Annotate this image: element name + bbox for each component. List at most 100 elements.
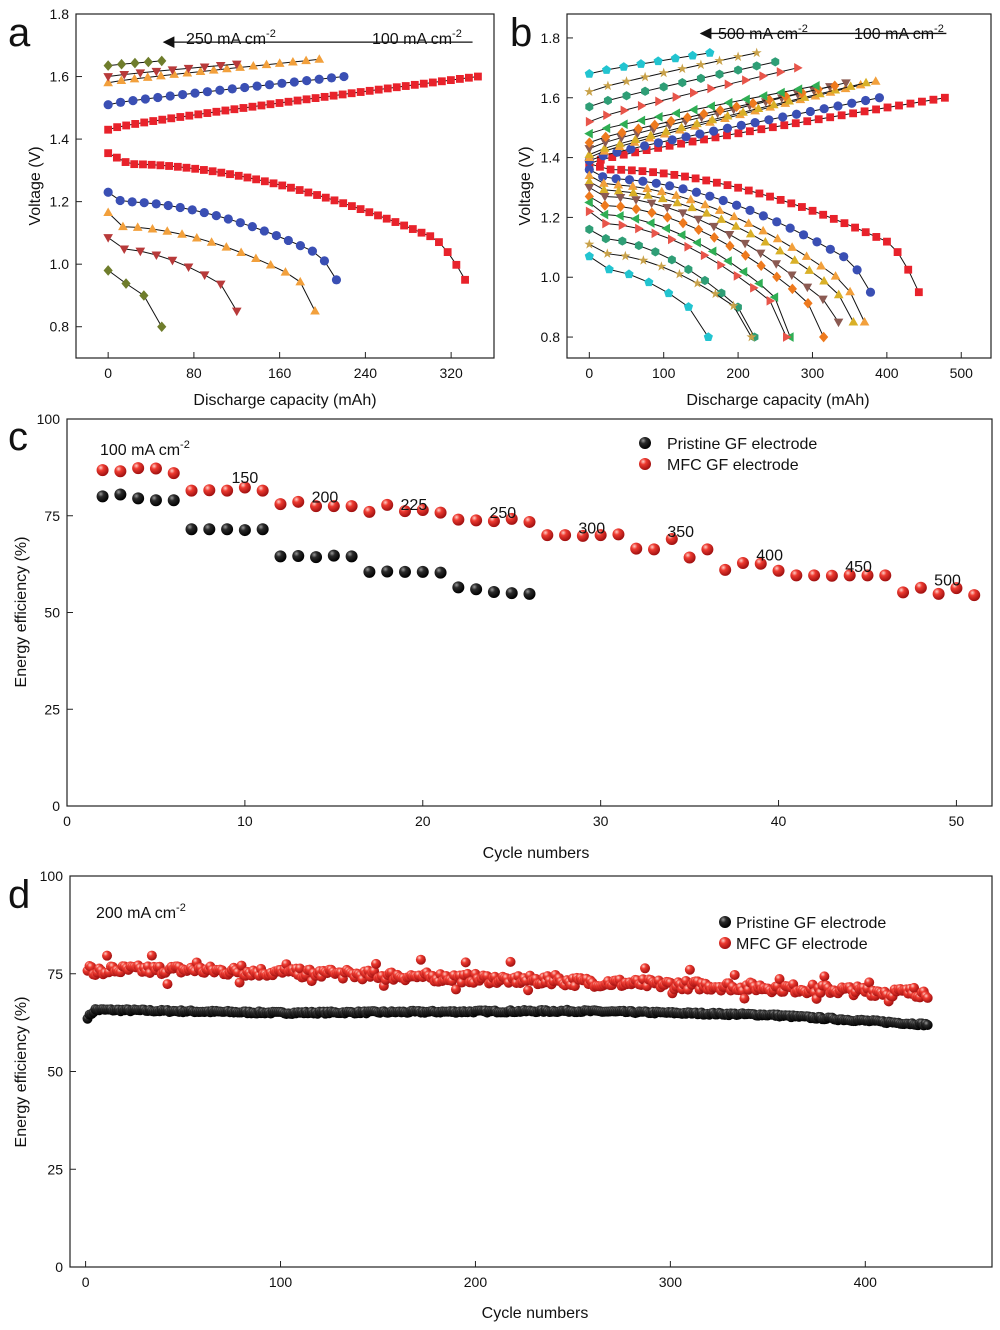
data-point-b-6-charge <box>758 91 768 101</box>
data-point-a-0-discharge <box>304 188 313 197</box>
data-point-a-1-charge <box>165 91 175 101</box>
panel-a-ann-right-sup: -2 <box>452 28 462 40</box>
data-point-d-mfc <box>909 982 920 993</box>
data-point-b-0-discharge <box>829 214 838 223</box>
panel-b-ann-left-sup: -2 <box>798 23 808 35</box>
data-point-c-pristine <box>167 494 180 507</box>
data-point-c-pristine <box>470 583 483 596</box>
data-point-b-8-discharge <box>601 234 610 244</box>
data-point-b-0-charge <box>608 153 617 161</box>
panel-b-xtick-label: 500 <box>950 365 974 381</box>
data-point-b-6-charge <box>811 80 820 91</box>
data-point-c-mfc <box>167 467 180 480</box>
data-point-c-mfc <box>541 529 554 542</box>
panel-b-ytick-label: 1.6 <box>541 90 561 106</box>
data-point-a-0-discharge <box>260 177 269 186</box>
data-point-b-6-discharge <box>630 214 640 224</box>
data-point-b-8-charge <box>585 102 594 112</box>
data-point-a-1-discharge <box>235 218 245 228</box>
data-point-b-8-charge <box>641 86 650 96</box>
data-point-d-mfc <box>234 977 245 988</box>
data-point-a-0-discharge <box>382 214 391 223</box>
data-point-c-pristine <box>434 566 447 579</box>
data-point-b-0-discharge <box>606 165 615 174</box>
data-point-a-2-charge <box>301 55 311 65</box>
data-point-d-mfc <box>819 971 830 982</box>
data-point-c-pristine <box>114 488 127 501</box>
data-point-a-0-charge <box>410 80 419 89</box>
data-point-a-1-charge <box>215 85 225 95</box>
data-point-a-2-charge <box>248 61 259 70</box>
data-point-b-2-discharge <box>714 205 725 214</box>
data-point-b-4-discharge <box>615 193 626 203</box>
data-point-b-6-charge <box>584 128 593 139</box>
data-point-b-10-discharge <box>604 264 614 274</box>
panel-d-xtick-label: 0 <box>82 1274 90 1290</box>
data-point-a-4-charge <box>143 56 153 68</box>
data-point-b-0-discharge <box>755 189 764 198</box>
data-point-b-7-discharge <box>750 283 759 293</box>
data-point-b-9-charge <box>751 47 762 58</box>
data-point-a-0-discharge <box>147 160 156 169</box>
data-point-a-0-charge <box>122 121 131 130</box>
data-point-a-0-charge <box>221 106 230 115</box>
data-point-a-1-discharge <box>247 222 257 232</box>
data-point-a-3-discharge <box>103 234 113 243</box>
data-point-b-4-discharge <box>786 271 797 281</box>
data-point-b-1-discharge <box>785 223 795 233</box>
panel-b-xtick-label: 100 <box>652 365 676 381</box>
data-point-b-7-discharge <box>618 220 628 231</box>
panel-a-ytick-label: 1.0 <box>50 256 70 272</box>
data-point-a-0-charge <box>311 94 320 102</box>
data-point-a-0-discharge <box>408 225 417 233</box>
data-point-b-6-charge <box>776 87 785 98</box>
data-point-a-1-discharge <box>115 195 125 206</box>
data-point-b-5-charge <box>682 112 693 123</box>
data-point-b-10-charge <box>584 69 594 78</box>
data-point-b-10-discharge <box>624 269 634 279</box>
data-point-a-1-charge <box>264 80 275 90</box>
data-point-a-1-charge <box>302 76 312 86</box>
data-point-a-0-charge <box>230 105 239 114</box>
data-point-b-3-discharge <box>584 176 595 185</box>
data-point-b-1-charge <box>667 135 677 145</box>
data-point-c-mfc <box>772 564 785 577</box>
data-point-a-0-discharge <box>391 218 400 226</box>
data-point-a-1-discharge <box>223 214 233 224</box>
data-point-b-2-discharge <box>642 183 653 193</box>
data-point-b-7-discharge <box>717 260 726 270</box>
panel-d-rate-text: 200 mA cm <box>96 905 176 922</box>
data-point-a-3-discharge <box>119 245 130 254</box>
data-point-a-2-charge <box>169 69 179 78</box>
data-point-c-mfc <box>345 500 358 513</box>
data-point-b-1-charge <box>626 144 636 154</box>
data-point-b-0-discharge <box>914 288 923 297</box>
data-point-b-8-charge <box>696 73 705 83</box>
data-point-b-4-discharge <box>600 193 610 202</box>
panel-a-plot: 0 80 160 240 320 0.8 1.0 1.2 1.4 1.6 1.8 <box>50 6 482 381</box>
data-point-b-0-charge <box>918 97 926 106</box>
data-point-a-0-charge <box>446 76 455 85</box>
data-point-b-1-charge <box>653 138 663 148</box>
data-point-c-mfc <box>665 532 678 545</box>
data-point-a-0-charge <box>383 84 392 93</box>
data-point-a-0-discharge <box>121 158 130 166</box>
panel-b-annotation-500: 500 mA cm-2 <box>718 23 808 43</box>
panel-c-xtick-label: 50 <box>949 813 965 829</box>
data-point-a-0-discharge <box>208 167 217 176</box>
data-point-b-1-discharge <box>758 211 768 221</box>
data-point-b-2-discharge <box>685 194 696 204</box>
data-point-b-7-discharge <box>700 250 710 261</box>
panel-c-xtick-label: 10 <box>237 813 253 829</box>
data-point-a-0-discharge <box>374 211 382 220</box>
panel-label-b: b <box>510 11 532 55</box>
data-point-b-4-charge <box>600 138 611 148</box>
data-point-c-mfc <box>648 543 661 556</box>
data-point-a-0-charge <box>203 109 212 117</box>
data-point-a-3-charge <box>215 62 226 71</box>
data-point-b-4-discharge <box>833 318 844 328</box>
data-point-b-5-charge <box>781 90 791 102</box>
panel-c-xtick-label: 30 <box>593 813 609 829</box>
data-point-a-0-discharge <box>104 149 113 158</box>
data-point-b-3-discharge <box>731 221 741 230</box>
